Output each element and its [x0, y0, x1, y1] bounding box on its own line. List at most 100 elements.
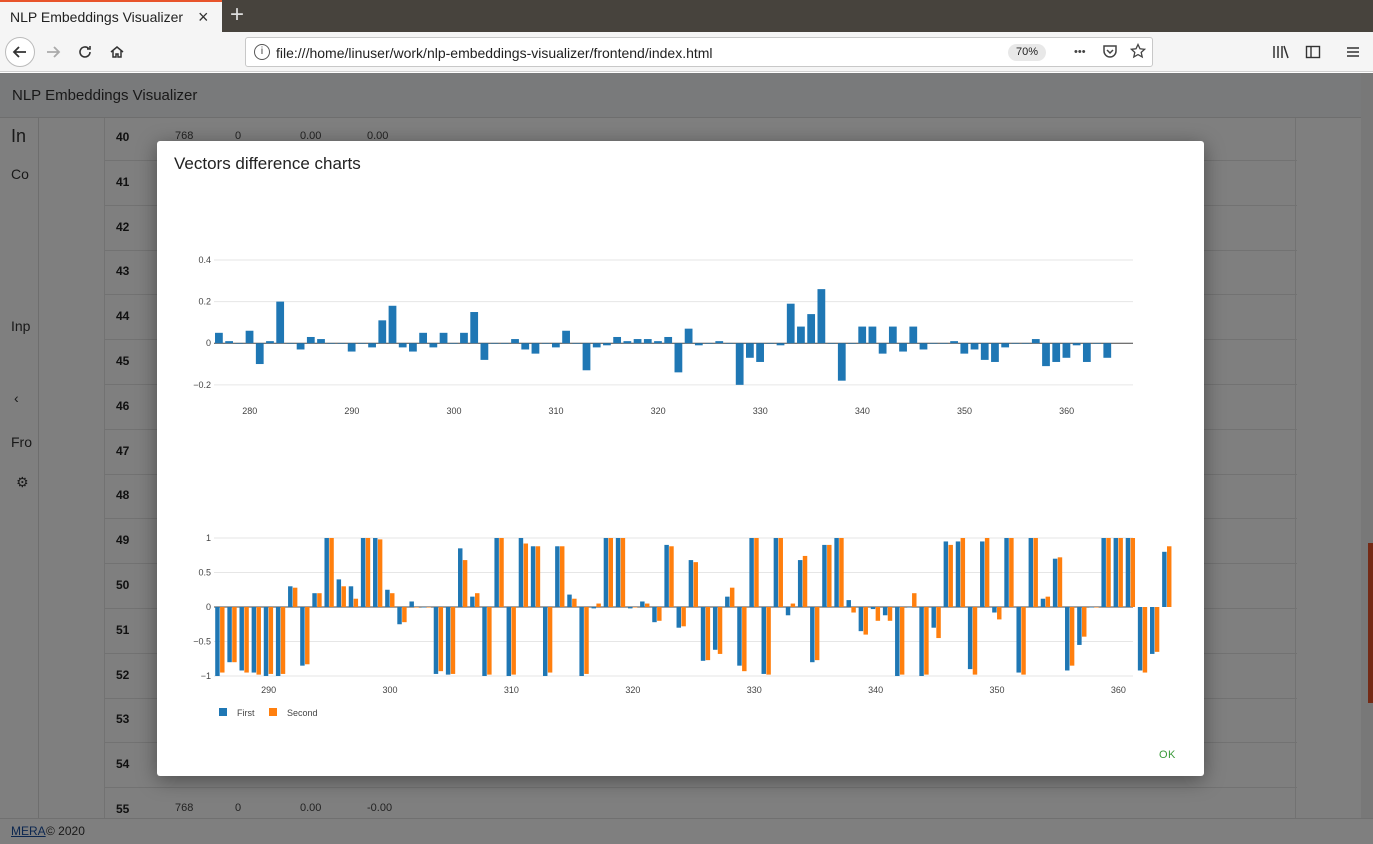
bar[interactable] [778, 538, 783, 607]
bar[interactable] [620, 538, 626, 607]
bar[interactable] [398, 343, 407, 348]
bar[interactable] [470, 312, 479, 344]
bar[interactable] [1001, 343, 1010, 348]
bar[interactable] [555, 546, 560, 607]
bar[interactable] [1016, 607, 1021, 673]
bar[interactable] [256, 607, 261, 675]
bar[interactable] [390, 593, 395, 607]
bar[interactable] [664, 544, 669, 607]
bar[interactable] [725, 343, 734, 344]
bar[interactable] [948, 544, 953, 607]
bar[interactable] [700, 607, 706, 661]
bar[interactable] [377, 539, 383, 607]
bar[interactable] [582, 343, 591, 371]
bar[interactable] [462, 560, 468, 607]
bar[interactable] [445, 607, 451, 675]
bar[interactable] [500, 343, 509, 344]
bar[interactable] [931, 607, 936, 628]
bar[interactable] [940, 343, 948, 344]
bar[interactable] [317, 339, 325, 344]
bar[interactable] [531, 343, 540, 354]
bar[interactable] [882, 607, 888, 616]
bar[interactable] [365, 538, 371, 607]
bar[interactable] [754, 538, 759, 607]
bar[interactable] [1130, 538, 1136, 607]
bar[interactable] [644, 603, 650, 607]
bar[interactable] [1142, 607, 1148, 673]
bar[interactable] [870, 607, 876, 610]
bar[interactable] [317, 593, 322, 607]
bar[interactable] [348, 586, 354, 607]
bar[interactable] [1101, 538, 1106, 607]
bar[interactable] [967, 607, 973, 670]
bar[interactable] [676, 607, 681, 628]
bar[interactable] [541, 343, 550, 344]
bar[interactable] [1021, 607, 1026, 675]
bar[interactable] [846, 600, 851, 607]
bar[interactable] [943, 541, 949, 607]
bar[interactable] [1011, 343, 1020, 344]
new-tab-icon[interactable]: + [230, 1, 245, 28]
bar[interactable] [266, 341, 274, 344]
bar[interactable] [547, 607, 553, 673]
bar[interactable] [919, 343, 928, 350]
pocket-icon[interactable] [1102, 43, 1118, 62]
bar[interactable] [878, 343, 887, 354]
bar[interactable] [694, 343, 703, 346]
more-icon[interactable]: ••• [1074, 46, 1086, 58]
zoom-badge[interactable]: 70% [1008, 44, 1046, 61]
bar[interactable] [300, 607, 305, 666]
bar[interactable] [286, 343, 295, 344]
bar[interactable] [807, 314, 816, 344]
bar[interactable] [1052, 343, 1061, 362]
bar[interactable] [919, 607, 924, 676]
bar[interactable] [627, 607, 633, 609]
bar[interactable] [511, 607, 516, 675]
bar[interactable] [827, 343, 836, 344]
sidebar-toggle-icon[interactable] [1298, 37, 1328, 67]
bar[interactable] [640, 601, 645, 607]
bar[interactable] [725, 596, 730, 607]
legend-label[interactable]: First [237, 708, 255, 718]
bar[interactable] [378, 320, 387, 344]
bar[interactable] [353, 598, 359, 607]
bar[interactable] [899, 607, 905, 675]
bar[interactable] [729, 587, 735, 607]
bar[interactable] [669, 546, 674, 607]
bar[interactable] [1089, 607, 1094, 608]
legend-label[interactable]: Second [287, 708, 318, 718]
bar[interactable] [535, 546, 541, 607]
bar[interactable] [1065, 607, 1070, 671]
bar[interactable] [385, 589, 390, 607]
url-text[interactable]: file:///home/linuser/work/nlp-embeddings… [276, 45, 713, 61]
bar[interactable] [654, 341, 662, 344]
bar[interactable] [449, 343, 458, 344]
bar[interactable] [786, 303, 795, 344]
bar[interactable] [785, 607, 791, 616]
bar[interactable] [997, 607, 1002, 620]
bar[interactable] [388, 305, 397, 344]
bar[interactable] [268, 607, 274, 674]
bar[interactable] [924, 607, 929, 675]
bar[interactable] [984, 538, 990, 607]
bar[interactable] [402, 607, 407, 623]
bar[interactable] [433, 607, 439, 674]
bar[interactable] [633, 339, 642, 344]
bar[interactable] [1033, 538, 1038, 607]
bar[interactable] [220, 607, 225, 673]
bar[interactable] [215, 332, 223, 344]
bar[interactable] [603, 343, 611, 346]
bar[interactable] [1009, 538, 1014, 607]
bar[interactable] [992, 607, 997, 613]
bar[interactable] [480, 343, 489, 360]
bar[interactable] [972, 607, 978, 675]
bar[interactable] [887, 607, 893, 621]
browser-tab[interactable]: NLP Embeddings Visualizer × [0, 0, 222, 32]
bar[interactable] [652, 607, 657, 623]
bar[interactable] [909, 326, 918, 344]
bar[interactable] [530, 546, 536, 607]
bar[interactable] [232, 607, 237, 663]
bar[interactable] [329, 538, 334, 607]
bar[interactable] [955, 541, 961, 607]
bar[interactable] [773, 538, 779, 607]
